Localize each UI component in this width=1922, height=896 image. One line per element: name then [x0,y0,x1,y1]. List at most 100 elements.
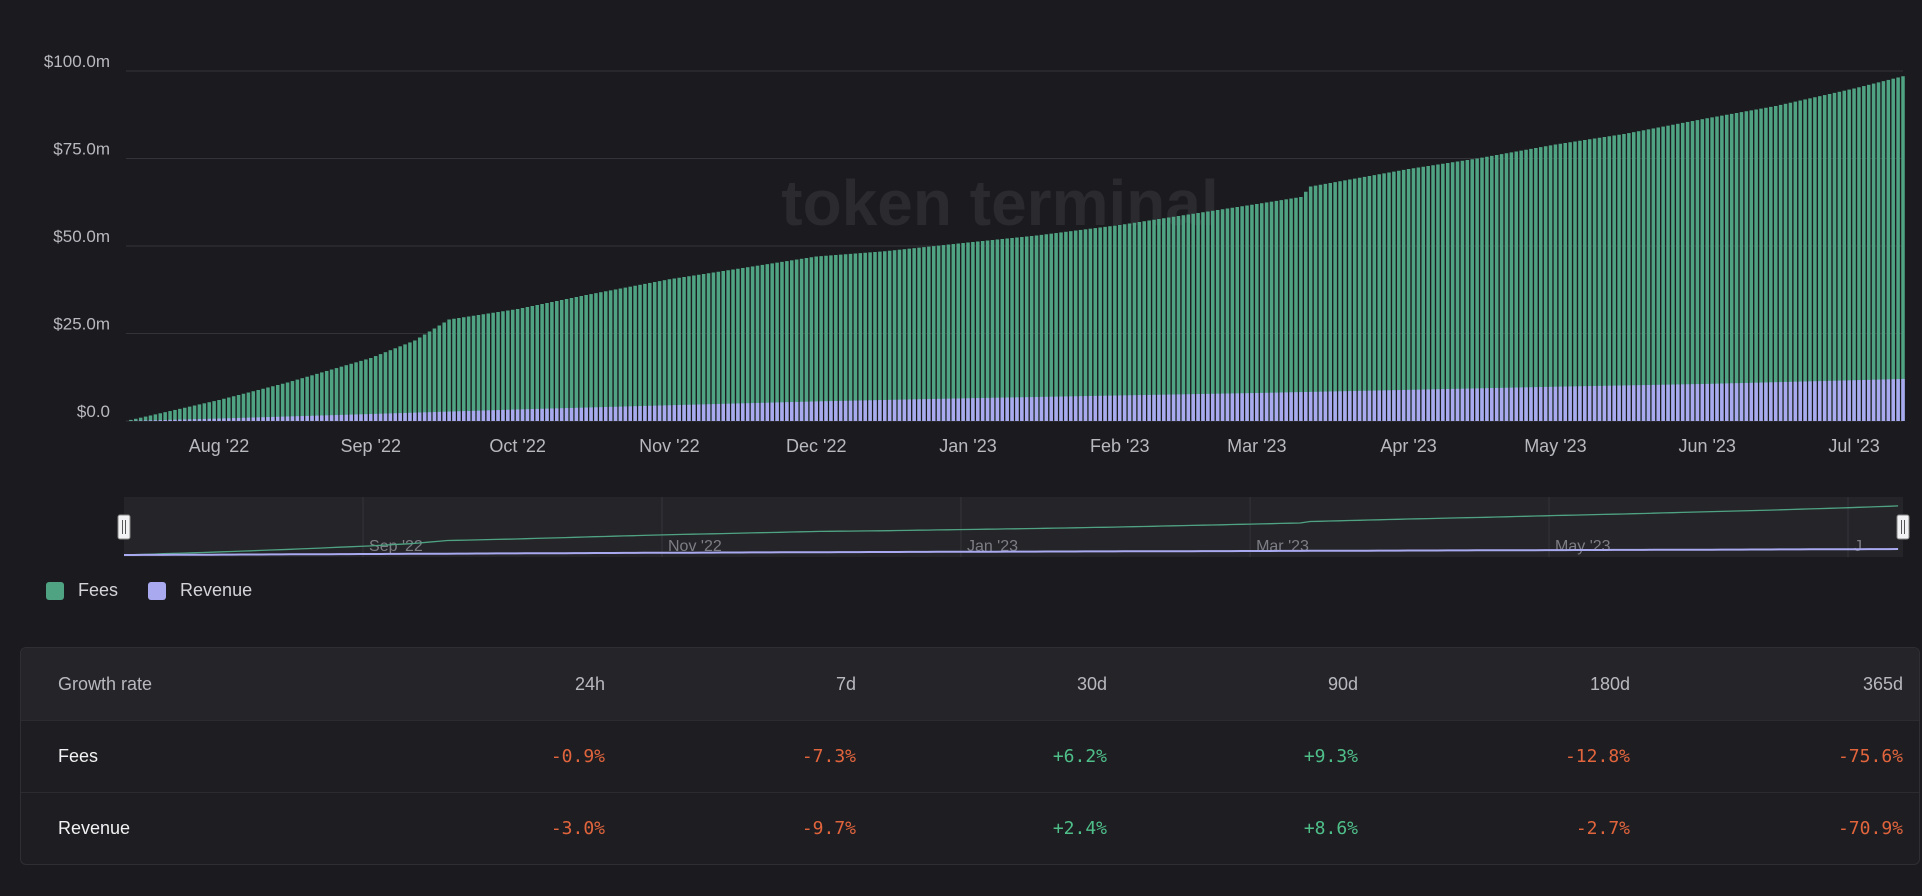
revenue-bar[interactable] [1563,386,1567,421]
fees-bar[interactable] [922,247,926,421]
fees-bar[interactable] [858,253,863,421]
revenue-bar[interactable] [1485,388,1489,421]
fees-bar[interactable] [403,344,407,421]
fees-bar[interactable] [222,398,226,421]
fees-bar[interactable] [1367,176,1372,421]
revenue-bar[interactable] [990,397,995,421]
revenue-bar[interactable] [1739,383,1744,421]
revenue-bar[interactable] [1186,394,1191,421]
revenue-bar[interactable] [1162,394,1166,421]
fees-bar[interactable] [1181,215,1186,421]
fees-bar[interactable] [1592,138,1597,422]
fees-bar[interactable] [1538,147,1543,421]
revenue-bar[interactable] [1049,396,1053,421]
fees-bar[interactable] [1333,182,1337,421]
revenue-bar[interactable] [403,412,407,421]
revenue-bar[interactable] [1764,382,1768,421]
revenue-bar[interactable] [917,399,921,421]
fees-bar[interactable] [1039,234,1044,421]
fees-bar[interactable] [525,307,530,421]
revenue-bar[interactable] [329,415,334,421]
fees-bar[interactable] [1651,128,1656,422]
revenue-bar[interactable] [1465,388,1470,421]
revenue-bar[interactable] [1837,380,1842,421]
fees-bar[interactable] [520,308,525,421]
fees-bar[interactable] [364,359,368,421]
fees-bar[interactable] [540,304,544,421]
revenue-bar[interactable] [1255,393,1259,421]
fees-bar[interactable] [1695,120,1700,422]
revenue-bar[interactable] [1191,394,1195,421]
revenue-bar[interactable] [976,398,980,421]
fees-bar[interactable] [246,392,251,422]
revenue-bar[interactable] [1666,384,1670,421]
revenue-bar[interactable] [378,413,383,421]
revenue-bar[interactable] [1259,392,1264,421]
revenue-bar[interactable] [883,399,887,421]
legend-item-fees[interactable]: Fees [46,580,118,601]
fees-bar[interactable] [1553,144,1558,422]
revenue-bar[interactable] [594,407,598,421]
fees-bar[interactable] [701,274,706,421]
fees-bar[interactable] [1323,183,1328,421]
fees-bar[interactable] [1465,160,1470,421]
revenue-bar[interactable] [579,407,584,421]
revenue-bar[interactable] [256,417,260,421]
fees-bar[interactable] [633,285,637,421]
fees-bar[interactable] [692,275,696,422]
revenue-bar[interactable] [755,402,760,421]
fees-bar[interactable] [677,277,681,421]
revenue-bar[interactable] [520,409,525,421]
revenue-bar[interactable] [1891,379,1895,421]
fees-bar[interactable] [1725,114,1729,421]
fees-bar[interactable] [569,298,574,421]
fees-bar[interactable] [594,293,598,421]
revenue-bar[interactable] [1876,379,1881,421]
revenue-bar[interactable] [320,415,324,421]
revenue-bar[interactable] [1034,396,1039,421]
revenue-bar[interactable] [1392,390,1396,421]
revenue-bar[interactable] [838,400,843,421]
fees-bar[interactable] [976,241,980,422]
fees-bar[interactable] [1103,226,1107,421]
fees-bar[interactable] [1117,225,1122,421]
revenue-bar[interactable] [1852,380,1856,421]
revenue-bar[interactable] [760,402,765,421]
fees-bar[interactable] [1705,118,1709,421]
fees-bar[interactable] [1020,237,1024,421]
fees-bar[interactable] [1842,90,1847,421]
fees-bar[interactable] [745,267,750,421]
fees-bar[interactable] [1152,219,1156,421]
fees-bar[interactable] [1857,87,1861,422]
revenue-bar[interactable] [1024,397,1029,421]
revenue-bar[interactable] [1382,390,1386,421]
revenue-bar[interactable] [364,414,368,421]
fees-bar[interactable] [261,388,265,421]
fees-bar[interactable] [643,283,647,421]
fees-bar[interactable] [1142,221,1146,421]
fees-bar[interactable] [1362,176,1367,421]
revenue-bar[interactable] [780,402,784,421]
fees-bar[interactable] [628,286,632,421]
revenue-bar[interactable] [1494,387,1499,421]
fees-bar[interactable] [1338,181,1342,421]
fees-bar[interactable] [1436,164,1440,422]
revenue-bar[interactable] [417,412,422,421]
fees-bar[interactable] [275,385,280,421]
revenue-bar[interactable] [227,418,231,421]
fees-bar[interactable] [1392,171,1396,421]
revenue-bar[interactable] [1519,387,1523,421]
fees-bar[interactable] [1127,223,1132,422]
fees-bar[interactable] [1044,234,1049,421]
revenue-bar[interactable] [202,418,207,421]
fees-bar[interactable] [1245,205,1249,422]
navigator-right-handle[interactable] [1896,514,1910,540]
fees-bar[interactable] [931,246,936,421]
fees-bar[interactable] [1661,126,1665,422]
fees-bar[interactable] [1480,157,1484,421]
fees-bar[interactable] [1034,235,1039,422]
fees-bar[interactable] [1357,177,1362,421]
fees-bar[interactable] [231,396,236,421]
revenue-bar[interactable] [1348,391,1352,421]
revenue-bar[interactable] [354,414,358,421]
